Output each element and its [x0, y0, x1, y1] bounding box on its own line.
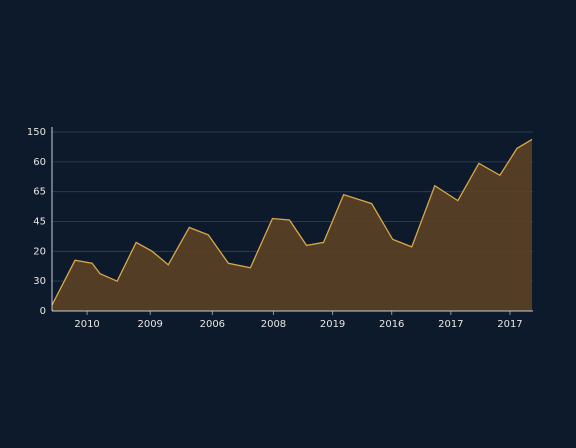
x-tick-label: 2019 — [320, 319, 345, 330]
x-tick-label: 2009 — [137, 319, 162, 330]
x-tick-label: 2016 — [379, 319, 404, 330]
y-tick-label: 65 — [33, 187, 46, 198]
y-tick-label: 45 — [33, 217, 46, 228]
y-tick-label: 20 — [33, 246, 46, 257]
y-tick-label: 0 — [40, 306, 46, 317]
area-line — [51, 138, 533, 306]
area-fill — [52, 139, 532, 311]
x-tick-label: 2010 — [74, 319, 99, 330]
y-tick-label: 30 — [33, 276, 46, 287]
y-tick-label: 60 — [33, 157, 46, 168]
x-tick-label: 2017 — [497, 319, 522, 330]
x-tick-label: 2006 — [200, 319, 225, 330]
y-tick-label: 150 — [27, 127, 46, 138]
x-tick-label: 2017 — [438, 319, 463, 330]
x-tick-label: 2008 — [261, 319, 286, 330]
